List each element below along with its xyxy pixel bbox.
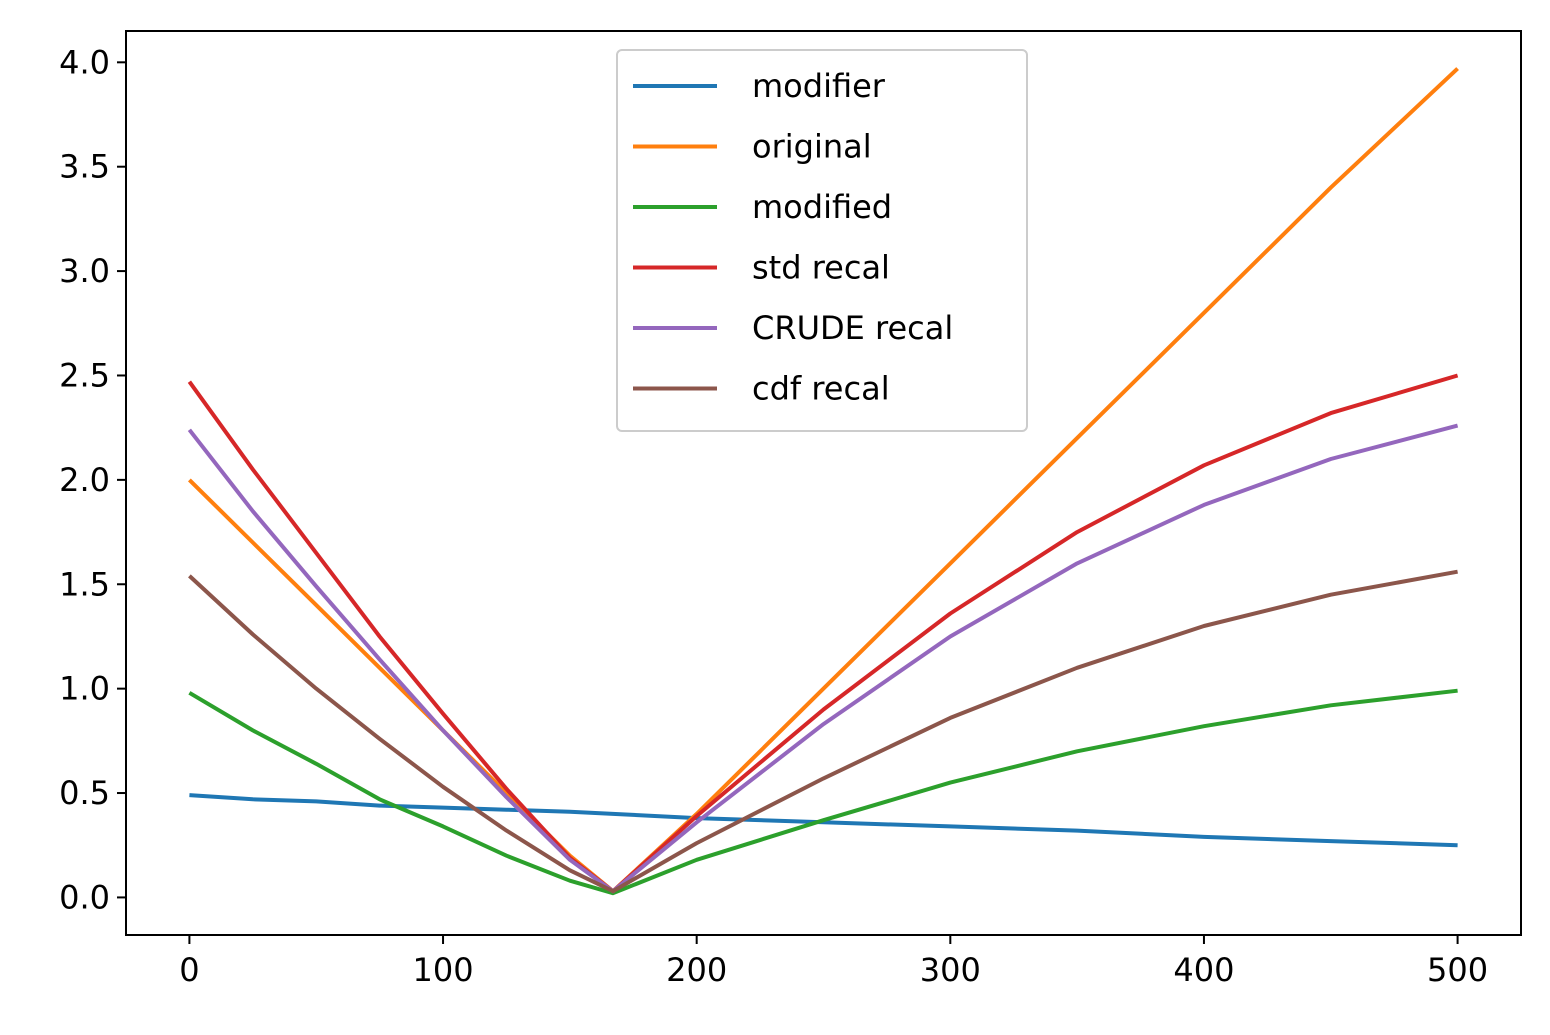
x-tick-label: 500 <box>1427 951 1488 989</box>
series-layer <box>187 67 1459 896</box>
y-tick-label: 3.5 <box>59 148 110 186</box>
x-tick-label: 100 <box>413 951 474 989</box>
x-tick-label: 0 <box>179 951 199 989</box>
axes: 0 100 200 300 400 500 0.0 0.5 1.0 1.5 2.0 2.5 3.0 3.5… <box>59 30 1522 989</box>
y-tick-label: 4.0 <box>59 43 110 81</box>
y-tick-label: 3.0 <box>59 252 110 290</box>
y-tick-label: 1.5 <box>59 565 110 603</box>
y-tick-label: 1.0 <box>59 670 110 708</box>
y-tick-label: 0.0 <box>59 878 110 916</box>
series-line-cdf-recal <box>188 569 1458 894</box>
x-tick-label: 300 <box>920 951 981 989</box>
plot-frame <box>125 30 1522 936</box>
y-tick-label: 2.5 <box>59 356 110 394</box>
x-tick-label: 400 <box>1173 951 1234 989</box>
legend-label-modifier: modifier <box>752 67 886 105</box>
legend: modifier original modified std recal CRUDE r… <box>616 49 1028 432</box>
x-tick-label: 200 <box>666 951 727 989</box>
legend-label-crude-recal: CRUDE recal <box>752 309 953 347</box>
series-line-modifier <box>189 793 1458 848</box>
legend-label-std-recal: std recal <box>752 249 890 287</box>
legend-label-original: original <box>752 128 872 166</box>
y-tick-label: 2.0 <box>59 461 110 499</box>
legend-label-modified: modified <box>752 188 892 226</box>
legend-box <box>616 49 1028 432</box>
y-tick-label: 0.5 <box>59 774 110 812</box>
legend-label-cdf-recal: cdf recal <box>752 370 890 408</box>
